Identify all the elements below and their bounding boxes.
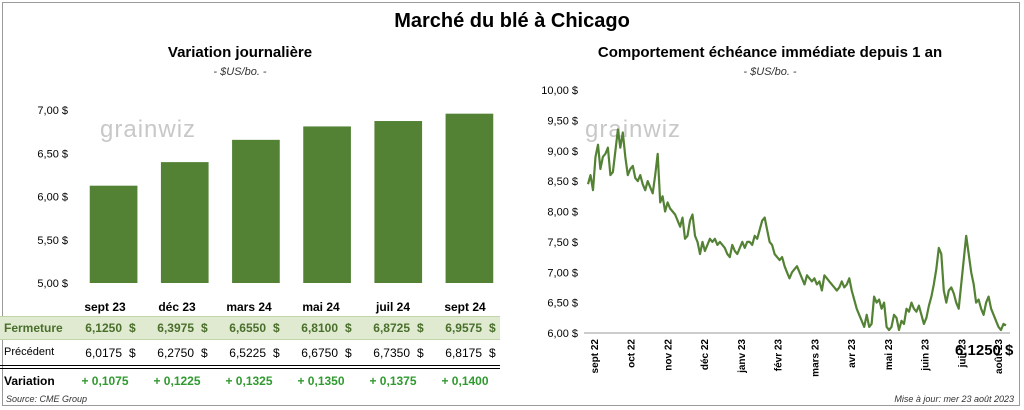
unit: $ [129,321,136,335]
price-line [586,128,1007,332]
right-chart-title: Comportement échéance immédiate depuis 1… [597,44,943,61]
y-tick-label: 9,00 $ [547,146,578,158]
x-tick-label: mars 23 [810,339,821,377]
col-header: juil 24 [375,300,410,314]
y-tick-label: 7,00 $ [547,267,578,279]
update-note: Mise à jour: mer 23 août 2023 [894,394,1014,404]
table-cell: 6,7350 [373,346,410,360]
unit: $ [273,321,280,335]
y-tick-label: 10,00 $ [541,85,578,97]
unit: $ [201,321,208,335]
table-cell: + 0,1225 [153,374,201,388]
table-cell: 6,0175 [85,346,122,360]
bar [445,113,494,284]
x-tick-label: août 23 [994,339,1005,374]
x-tick-label: sept 22 [590,339,601,374]
col-header: sept 24 [444,300,486,314]
table-cell: 6,6550 [229,321,266,335]
row-label: Variation [4,374,55,388]
left-chart-title: Variation journalière [167,44,313,61]
right-chart-subtitle: - $US/bo. - [743,66,797,78]
main-title: Marché du blé à Chicago [394,10,630,32]
x-tick-label: oct 22 [627,339,638,368]
table-cell: 6,6750 [301,346,338,360]
grainwiz-logo-right: grainwiz [585,116,682,143]
table-cell: + 0,1400 [441,374,489,388]
table-divider [0,368,500,369]
line-chart: 6,00 $ 6,50 $ 7,00 $ 7,50 $ 8,00 $ 8,50 $ 9,00… [541,85,1010,377]
last-value-label: 6,1250 $ [955,342,1014,359]
x-tick-label: déc 22 [700,339,711,371]
unit: $ [489,346,496,360]
x-tick-label: avr 23 [847,339,858,368]
y-tick-label: 6,00 $ [37,192,68,204]
row-label: Précédent [4,346,55,358]
table-divider [0,365,500,366]
col-header: mai 24 [302,300,340,314]
table-cell: + 0,1325 [225,374,273,388]
col-header: déc 23 [158,300,196,314]
left-chart-subtitle: - $US/bo. - [213,66,267,78]
bar [303,126,351,283]
unit: $ [201,346,208,360]
y-tick-label: 7,50 $ [547,237,578,249]
bar [160,162,209,283]
y-tick-label: 6,00 $ [547,328,578,340]
y-tick-label: 5,50 $ [37,235,68,247]
y-tick-label: 8,50 $ [547,176,578,188]
table-cell: + 0,1375 [369,374,417,388]
bar [374,121,423,283]
unit: $ [273,346,280,360]
source-note: Source: CME Group [6,394,88,404]
bar [232,139,280,283]
table-cell: + 0,1350 [297,374,345,388]
table-row-fermeture: Fermeture 6,1250 $ 6,3975 $ 6,6550 $ 6,8100… [0,316,500,340]
x-tick-label: juin 23 [921,339,932,372]
x-tick-label: mai 23 [884,339,895,371]
x-tick-label: janv 23 [737,339,748,374]
table-cell: 6,9575 [445,321,482,335]
y-tick-label: 9,50 $ [547,115,578,127]
table-cell: 6,8175 [445,346,482,360]
y-tick-label: 7,00 $ [37,105,68,117]
table-cell: 6,3975 [157,321,194,335]
y-tick-label: 6,50 $ [37,148,68,160]
col-header: mars 24 [226,300,272,314]
unit: $ [129,346,136,360]
unit: $ [345,321,352,335]
table-cell: 6,5225 [229,346,266,360]
bar-chart: 5,00 $ 5,50 $ 6,00 $ 6,50 $ 7,00 $ [37,105,494,290]
table-cell: + 0,1075 [81,374,129,388]
y-tick-label: 8,00 $ [547,207,578,219]
unit: $ [417,321,424,335]
y-tick-label: 5,00 $ [37,278,68,290]
table-cell: 6,8100 [301,321,338,335]
unit: $ [417,346,424,360]
table-cell: 6,1250 [85,321,122,335]
table-cell: 6,8725 [373,321,410,335]
table-row-precedent: Précédent 6,0175 $ 6,2750 $ 6,5225 $ 6,6750… [0,342,500,364]
x-tick-label: juil 23 [957,339,968,369]
col-header: sept 23 [84,300,126,314]
table-row-variation: Variation + 0,1075 + 0,1225 + 0,1325 + 0… [0,370,500,392]
row-label: Fermeture [4,321,63,335]
x-tick-label: nov 22 [663,339,674,371]
table-cell: 6,2750 [157,346,194,360]
y-tick-label: 6,50 $ [547,298,578,310]
table-header-row: sept 23 déc 23 mars 24 mai 24 juil 24 se… [0,296,500,318]
x-tick-label: févr 23 [774,339,785,372]
bar [89,185,138,283]
grainwiz-logo-left: grainwiz [100,116,197,143]
unit: $ [345,346,352,360]
unit: $ [489,321,496,335]
